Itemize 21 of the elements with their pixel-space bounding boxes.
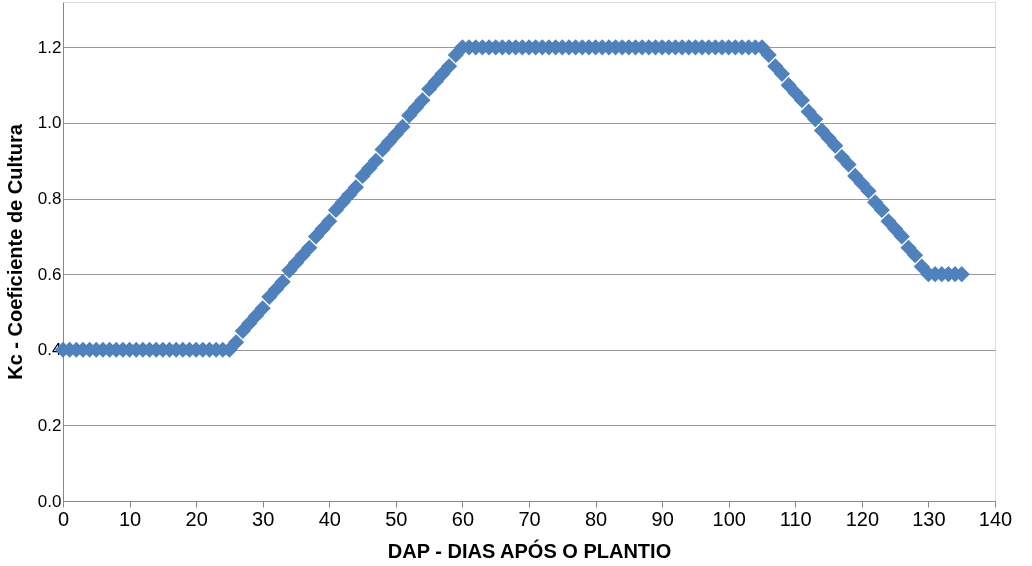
y-tick-label: 1.0 (37, 113, 62, 133)
x-tick-label: 90 (651, 507, 674, 530)
y-axis-title: Kc - Coeficiente de Cultura (3, 123, 26, 380)
x-tick-label: 20 (185, 507, 208, 530)
x-tick-label: 80 (584, 507, 608, 530)
x-tick-label: 70 (518, 507, 541, 530)
x-tick-label: 100 (712, 507, 746, 530)
y-tick-label: 1.2 (37, 37, 62, 57)
x-tick-label: 130 (912, 507, 946, 530)
x-tick-label: 60 (451, 507, 475, 530)
y-tick-label: 0.2 (37, 415, 62, 435)
x-tick-label: 110 (779, 507, 812, 530)
x-tick-label: 140 (978, 507, 1013, 530)
x-tick-label: 120 (845, 507, 880, 530)
x-axis-title: DAP - DIAS APÓS O PLANTIO (387, 538, 672, 562)
y-tick-label: 0.6 (37, 264, 62, 284)
x-tick-label: 40 (318, 507, 341, 530)
y-tick-label: 0.8 (37, 189, 62, 209)
x-tick-label: 30 (252, 507, 275, 530)
x-tick-label: 50 (385, 507, 408, 530)
x-tick-label: 10 (118, 507, 142, 530)
